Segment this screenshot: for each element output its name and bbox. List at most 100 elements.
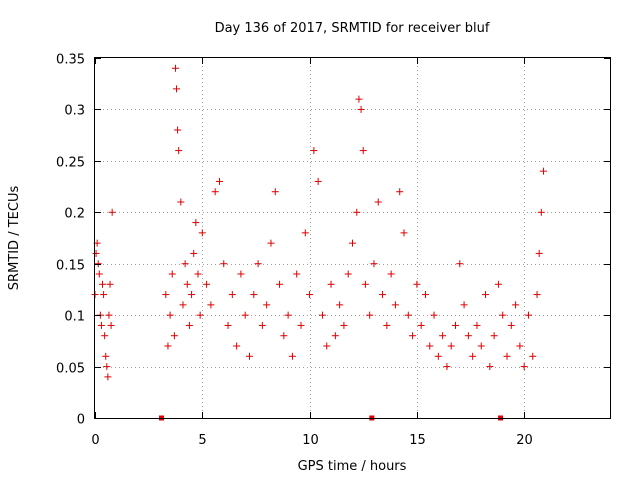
data-point bbox=[92, 249, 100, 257]
data-point bbox=[353, 208, 361, 216]
data-point bbox=[537, 208, 545, 216]
data-point bbox=[175, 147, 183, 155]
data-point bbox=[340, 321, 348, 329]
data-point bbox=[357, 105, 365, 113]
data-point bbox=[331, 332, 339, 340]
x-tick-label: 5 bbox=[198, 433, 206, 448]
y-tick-label: 0.15 bbox=[56, 259, 85, 274]
data-point bbox=[439, 332, 447, 340]
data-point bbox=[323, 342, 331, 350]
data-point bbox=[490, 332, 498, 340]
data-point bbox=[409, 332, 417, 340]
data-point bbox=[233, 342, 241, 350]
data-point bbox=[263, 301, 271, 309]
data-point bbox=[361, 280, 369, 288]
data-point bbox=[254, 260, 262, 268]
data-point bbox=[370, 260, 378, 268]
data-point bbox=[297, 321, 305, 329]
data-point bbox=[355, 95, 363, 103]
grid-layer bbox=[95, 58, 610, 418]
data-point bbox=[241, 311, 249, 319]
data-point bbox=[535, 249, 543, 257]
points-layer bbox=[91, 64, 547, 381]
data-point bbox=[168, 270, 176, 278]
data-point bbox=[314, 177, 322, 185]
data-point bbox=[430, 311, 438, 319]
data-point bbox=[100, 291, 108, 299]
data-point bbox=[103, 363, 111, 371]
data-point bbox=[413, 280, 421, 288]
data-point bbox=[174, 126, 182, 134]
data-point bbox=[211, 188, 219, 196]
data-point bbox=[101, 332, 109, 340]
data-point bbox=[344, 270, 352, 278]
data-point bbox=[494, 280, 502, 288]
data-point bbox=[258, 321, 266, 329]
data-point bbox=[310, 147, 318, 155]
data-point bbox=[503, 352, 511, 360]
y-tick-label: 0.2 bbox=[64, 207, 85, 222]
data-point bbox=[460, 301, 468, 309]
data-point bbox=[359, 147, 367, 155]
data-point bbox=[166, 311, 174, 319]
data-point bbox=[192, 219, 200, 227]
data-point bbox=[473, 321, 481, 329]
data-point bbox=[426, 342, 434, 350]
data-point bbox=[97, 321, 105, 329]
data-point bbox=[443, 363, 451, 371]
data-point bbox=[185, 321, 193, 329]
data-point bbox=[177, 198, 185, 206]
data-point bbox=[529, 352, 537, 360]
data-point bbox=[366, 311, 374, 319]
data-point bbox=[421, 291, 429, 299]
data-point bbox=[170, 332, 178, 340]
data-point bbox=[349, 239, 356, 247]
data-point bbox=[198, 229, 206, 237]
data-point bbox=[207, 301, 215, 309]
data-point bbox=[107, 321, 115, 329]
data-point bbox=[391, 301, 399, 309]
y-tick-label: 0 bbox=[77, 413, 85, 428]
y-axis-label: SRMTID / TECUs bbox=[7, 186, 22, 291]
data-point bbox=[434, 352, 442, 360]
data-point bbox=[173, 85, 181, 93]
data-point bbox=[379, 291, 387, 299]
data-point bbox=[374, 198, 382, 206]
data-point bbox=[104, 373, 112, 381]
data-point bbox=[293, 270, 301, 278]
data-point bbox=[250, 291, 258, 299]
data-point bbox=[499, 311, 507, 319]
data-point bbox=[469, 352, 477, 360]
data-point bbox=[105, 311, 113, 319]
y-tick-label: 0.05 bbox=[56, 362, 85, 377]
y-tick-label: 0.35 bbox=[56, 53, 85, 68]
data-point bbox=[387, 270, 395, 278]
data-point bbox=[306, 291, 314, 299]
data-point bbox=[224, 321, 232, 329]
x-tick-label: 10 bbox=[302, 433, 319, 448]
data-point bbox=[183, 280, 191, 288]
data-point bbox=[318, 311, 326, 319]
x-tick-label: 20 bbox=[516, 433, 533, 448]
data-point bbox=[447, 342, 455, 350]
data-point bbox=[237, 270, 245, 278]
data-point bbox=[228, 291, 236, 299]
data-point bbox=[288, 352, 296, 360]
data-point bbox=[456, 260, 464, 268]
data-point bbox=[327, 280, 335, 288]
data-point bbox=[196, 311, 204, 319]
data-point bbox=[482, 291, 490, 299]
axes-layer: 0 0.05 0.1 0.15 0.2 0.25 0.3 0.35 0 5 10 15 20 bbox=[56, 53, 610, 448]
data-point bbox=[194, 270, 202, 278]
plot-frame bbox=[94, 57, 611, 419]
data-point bbox=[516, 342, 524, 350]
data-point bbox=[464, 332, 472, 340]
data-point bbox=[215, 177, 223, 185]
data-point bbox=[99, 280, 107, 288]
data-point bbox=[190, 249, 198, 257]
data-point bbox=[164, 342, 172, 350]
data-point bbox=[162, 291, 170, 299]
y-tick-label: 0.1 bbox=[64, 310, 85, 325]
data-point bbox=[276, 280, 284, 288]
data-point bbox=[106, 280, 114, 288]
